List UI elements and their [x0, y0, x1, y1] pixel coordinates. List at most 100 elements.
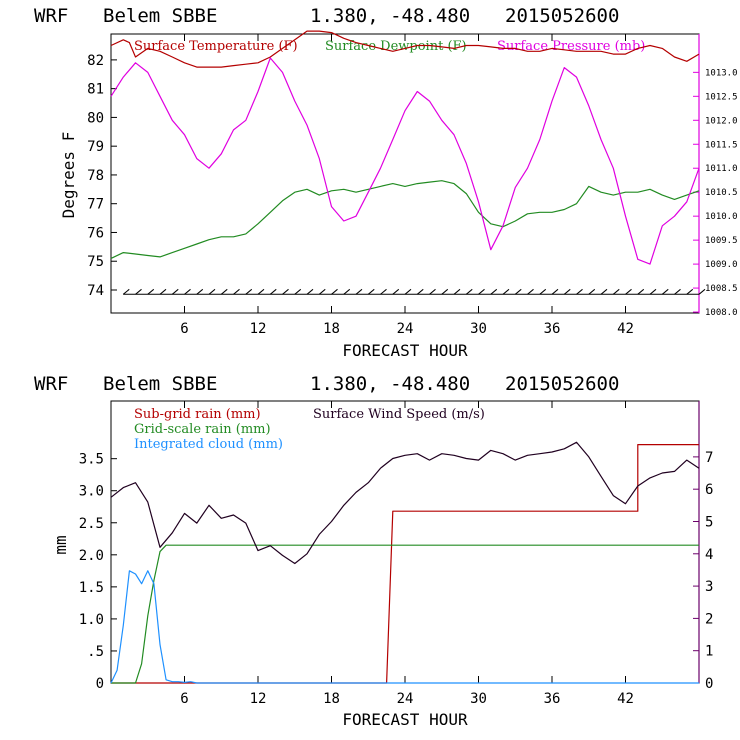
- surface-pressure-mb-line: [110, 57, 700, 265]
- legend-dewpoint: Surface Dewpoint (F): [325, 39, 467, 54]
- bottom-y-axis-label: mm: [51, 535, 70, 554]
- wind-barb: [649, 288, 657, 295]
- bottom-panel: WRF Belem SBBE 1.380, -48.480 2015052600…: [34, 373, 713, 729]
- bottom-x-tick-label: 24: [397, 691, 414, 707]
- bottom-x-ticks: 6 12 18 24 30 36 42: [180, 401, 634, 707]
- bottom-header-station: Belem SBBE: [103, 373, 217, 395]
- top-y-tick-label: 80: [87, 110, 104, 126]
- bottom-legend: Sub-grid rain (mm) Grid-scale rain (mm) …: [134, 407, 485, 452]
- top-y2-tick-label: 1008.0: [705, 308, 738, 318]
- surface-wind-speed-m-s-line: [110, 441, 700, 565]
- sub-grid-rain-mm-line: [111, 444, 699, 684]
- wind-barb: [637, 288, 645, 295]
- bottom-y-tick-label: 1.5: [79, 580, 104, 596]
- surface-dewpoint-f-line: [110, 180, 700, 259]
- bottom-header-run: 2015052600: [505, 373, 619, 395]
- top-y-axis-label: Degrees F: [59, 132, 78, 219]
- wind-barb: [282, 288, 289, 295]
- legend-temperature: Surface Temperature (F): [134, 39, 298, 54]
- top-plot-frame: [110, 33, 700, 314]
- top-header-run: 2015052600: [505, 5, 619, 27]
- bottom-y2-tick-label: 3: [705, 579, 713, 595]
- wind-barb: [404, 288, 412, 295]
- wind-barb: [588, 288, 596, 295]
- top-y2-tick-label: 1010.0: [705, 212, 738, 222]
- bottom-y2-tick-label: 1: [705, 644, 713, 660]
- top-header-station: Belem SBBE: [103, 5, 217, 27]
- bottom-y-tick-label: 2.0: [79, 548, 104, 564]
- bottom-x-tick-label: 12: [250, 691, 267, 707]
- top-x-tick-label: 30: [470, 321, 487, 337]
- top-panel: WRF Belem SBBE 1.380, -48.480 2015052600…: [34, 5, 738, 360]
- wind-barb: [306, 288, 314, 295]
- wind-barb: [318, 288, 326, 295]
- legend-pressure: Surface Pressure (mb): [497, 39, 645, 54]
- bottom-y-tick-label: 1.0: [79, 612, 104, 628]
- bottom-x-tick-label: 30: [470, 691, 487, 707]
- top-right-ticks: 1008.0 1008.5 1009.0 1009.5 1010.0 1010.5 1011…: [693, 68, 738, 318]
- top-y2-tick-label: 1013.0: [705, 68, 738, 78]
- top-y2-tick-label: 1010.5: [705, 188, 738, 198]
- wind-barb: [661, 288, 669, 295]
- wind-barb: [220, 288, 228, 295]
- wind-barb: [355, 288, 363, 295]
- bottom-y-tick-label: 3.0: [79, 484, 104, 500]
- wind-barb: [698, 288, 706, 295]
- top-y-tick-label: 74: [87, 283, 104, 299]
- top-y-tick-label: 78: [87, 168, 104, 184]
- wind-barb: [208, 288, 216, 295]
- top-y2-tick-label: 1012.5: [705, 92, 738, 102]
- top-y2-tick-label: 1009.5: [705, 236, 738, 246]
- top-y-tick-label: 77: [87, 197, 104, 213]
- wind-barb: [147, 288, 155, 295]
- wind-barb: [416, 288, 424, 295]
- bottom-header-coords: 1.380, -48.480: [310, 373, 470, 395]
- wind-barb: [171, 288, 179, 295]
- wind-barb: [539, 288, 547, 295]
- bottom-y-tick-label: 2.5: [79, 516, 104, 532]
- wind-barb: [551, 288, 559, 295]
- wind-barb: [465, 288, 473, 295]
- wind-barb: [159, 288, 167, 295]
- wind-barb: [245, 288, 253, 295]
- bottom-x-tick-label: 6: [180, 691, 188, 707]
- wind-barb: [600, 288, 608, 295]
- bottom-x-axis-label: FORECAST HOUR: [342, 710, 468, 729]
- top-x-ticks: 6 12 18 24 30 36 42: [180, 34, 634, 337]
- wind-barb: [502, 288, 510, 295]
- wind-barb: [392, 288, 400, 295]
- legend-integrated-cloud: Integrated cloud (mm): [134, 437, 283, 452]
- wind-barb: [478, 288, 485, 295]
- wind-barb: [612, 288, 620, 295]
- bottom-y-tick-label: 3.5: [79, 452, 104, 468]
- bottom-header: WRF Belem SBBE 1.380, -48.480 2015052600: [34, 373, 619, 395]
- top-y2-tick-label: 1012.0: [705, 116, 738, 126]
- wind-barb: [576, 288, 583, 295]
- legend-wind-speed: Surface Wind Speed (m/s): [313, 407, 485, 422]
- top-x-tick-label: 6: [180, 321, 188, 337]
- bottom-y2-tick-label: 5: [705, 514, 713, 530]
- bottom-y2-tick-label: 2: [705, 611, 713, 627]
- top-legend: Surface Temperature (F) Surface Dewpoint…: [134, 39, 645, 54]
- top-header-model: WRF: [34, 5, 68, 27]
- bottom-y2-tick-label: 4: [705, 547, 713, 563]
- wind-barbs: [122, 288, 706, 295]
- bottom-x-tick-label: 42: [617, 691, 634, 707]
- wind-barb: [135, 288, 142, 295]
- wind-barb: [233, 288, 240, 295]
- bottom-header-model: WRF: [34, 373, 68, 395]
- wind-barb: [331, 288, 338, 295]
- wind-barb: [514, 288, 522, 295]
- bottom-y2-tick-label: 7: [705, 450, 713, 466]
- bottom-x-tick-label: 36: [544, 691, 561, 707]
- surface-temperature-f-line: [110, 30, 700, 68]
- wind-barb: [563, 288, 571, 295]
- wind-barb: [367, 288, 375, 295]
- grid-scale-rain-mm-line: [111, 544, 699, 684]
- top-header: WRF Belem SBBE 1.380, -48.480 2015052600: [34, 5, 619, 27]
- top-y2-tick-label: 1011.0: [705, 164, 738, 174]
- top-x-tick-label: 42: [617, 321, 634, 337]
- top-y2-tick-label: 1011.5: [705, 140, 738, 150]
- wind-barb: [343, 288, 351, 295]
